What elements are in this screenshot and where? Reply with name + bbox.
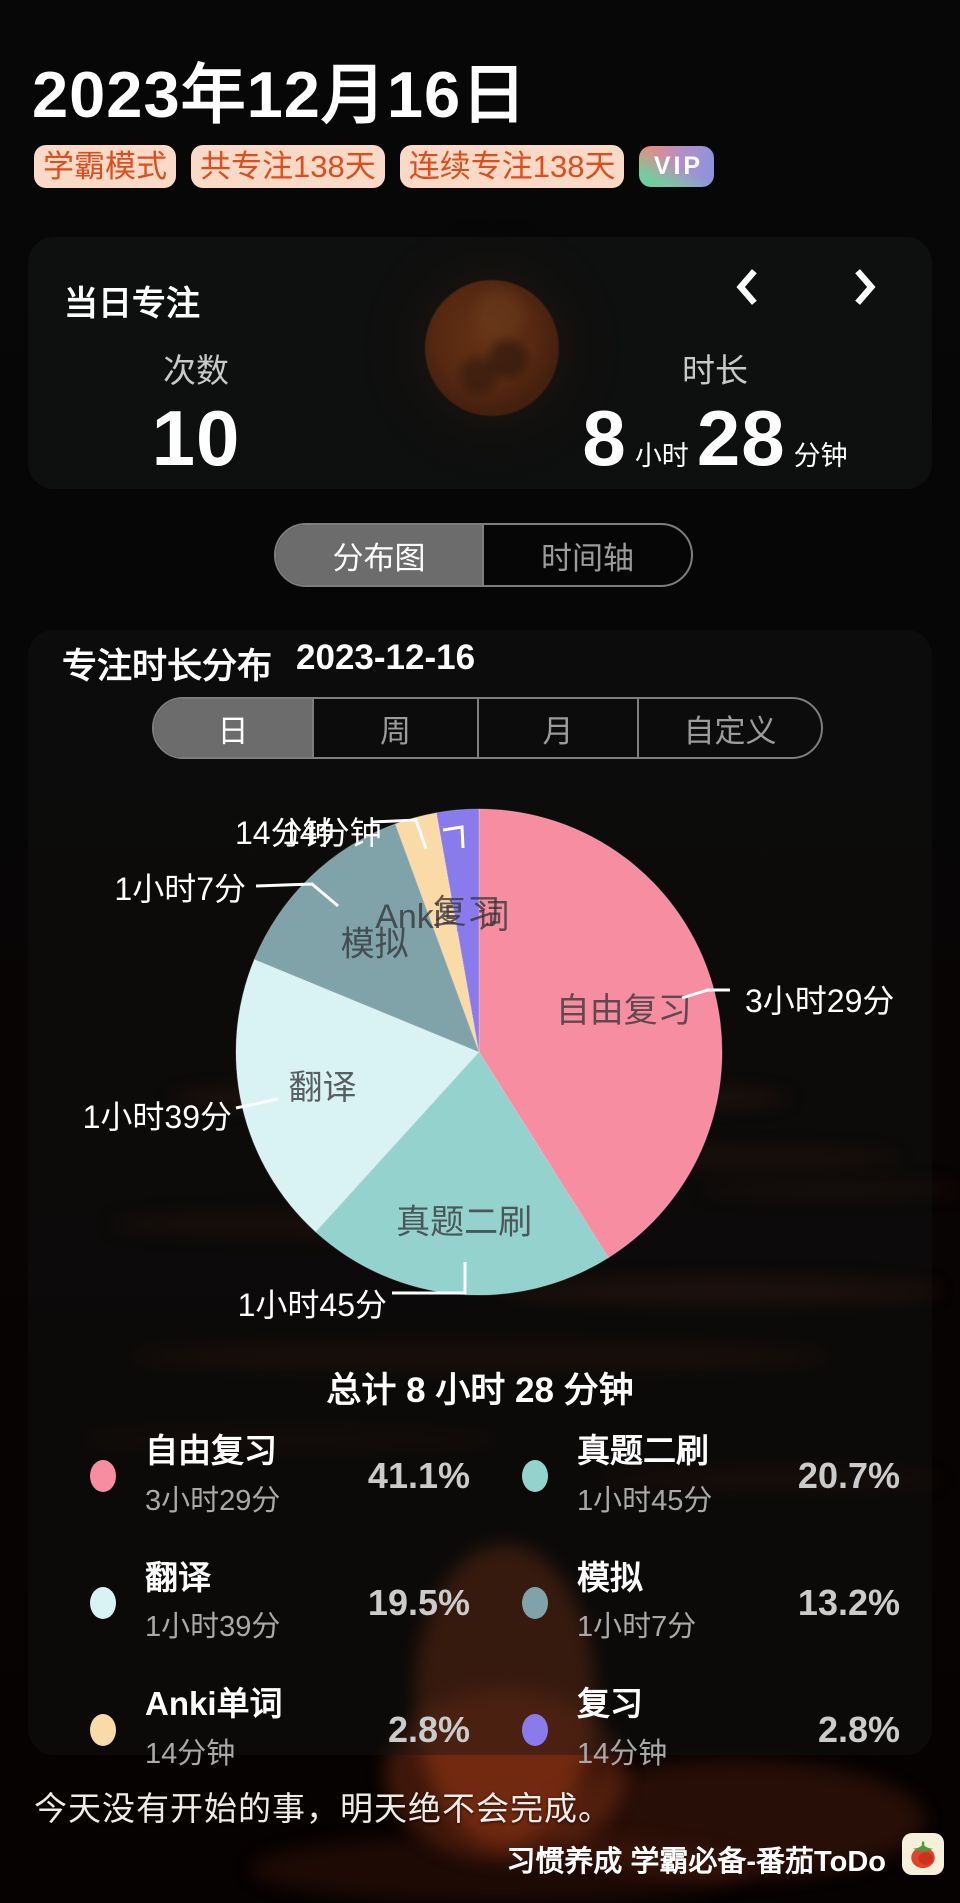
tomato-icon-graphic (911, 1841, 935, 1869)
water-reflection (80, 1428, 500, 1450)
duration-hours-unit: 小时 (634, 441, 689, 471)
legend-name: Anki单词 (145, 1685, 283, 1723)
legend-duration: 3小时29分 (145, 1484, 281, 1517)
legend-item: 模拟 1小时7分 13.2% (522, 1558, 900, 1646)
today-card-title: 当日专注 (64, 285, 200, 323)
focus-count-block: 次数 10 (96, 344, 296, 480)
motivational-quote: 今天没有开始的事，明天绝不会完成。 (34, 1789, 612, 1828)
legend-texts: 模拟 1小时7分 (577, 1558, 769, 1646)
water-reflection (250, 1835, 750, 1903)
toggle-timeline[interactable]: 时间轴 (541, 540, 634, 576)
distribution-title-text: 专注时长分布 (62, 647, 273, 686)
legend-texts: 自由复习 3小时29分 (145, 1432, 339, 1519)
legend-item: 翻译 1小时39分 19.5% (90, 1558, 470, 1646)
range-tabs: 日 周 月 自定义 (152, 697, 823, 759)
watermark-text: 习惯养成 学霸必备-番茄ToDo (506, 1846, 886, 1878)
water-reflection (415, 1545, 595, 1845)
pie-legend: 自由复习 3小时29分 41.1% 真题二刷 1小时45分 20.7% 翻译 1… (90, 1432, 900, 1772)
badge-study-mode: 学霸模式 (34, 145, 176, 188)
next-day-button[interactable] (842, 263, 888, 309)
legend-item: 自由复习 3小时29分 41.1% (90, 1432, 470, 1519)
legend-color-dot (90, 1713, 116, 1746)
page-title-date: 2023年12月16日 (32, 58, 528, 131)
pie-slice-1[interactable] (478, 808, 723, 1259)
toggle-distribution[interactable]: 分布图 (276, 525, 484, 585)
tab-custom[interactable]: 自定义 (683, 713, 777, 749)
today-focus-card: 当日专注 次数 10 时长 8 小时 28 分钟 (28, 237, 932, 489)
duration-hours: 8 (582, 394, 627, 482)
legend-color-dot (522, 1713, 548, 1746)
water-reflection (385, 1690, 625, 1860)
duration-minutes-unit: 分钟 (793, 441, 848, 471)
water-reflection (545, 1760, 925, 1880)
water-reflection (130, 1342, 830, 1372)
legend-color-dot (522, 1586, 548, 1619)
legend-color-dot (522, 1460, 548, 1493)
legend-name: 模拟 (577, 1558, 643, 1596)
duration-value: 8 小时 28 分钟 (565, 394, 865, 482)
legend-percent: 19.5% (367, 1581, 470, 1623)
badges-row: 学霸模式 共专注138天 连续专注138天 VIP (34, 145, 715, 188)
water-reflection (600, 1468, 940, 1490)
count-label: 次数 (163, 352, 229, 389)
distribution-title-date: 2023-12-16 (296, 638, 476, 677)
tab-day[interactable]: 日 (154, 699, 314, 757)
total-duration-label: 总计 8 小时 28 分钟 (326, 1371, 634, 1410)
count-value: 10 (151, 394, 241, 482)
water-reflection (700, 1180, 960, 1198)
legend-texts: Anki单词 14分钟 (145, 1687, 359, 1772)
prev-day-button[interactable] (724, 263, 770, 309)
legend-texts: 翻译 1小时39分 (145, 1558, 339, 1646)
legend-texts: 真题二刷 1小时45分 (577, 1432, 769, 1519)
tomato-app-icon (902, 1833, 944, 1875)
legend-percent: 13.2% (797, 1581, 900, 1623)
legend-percent: 41.1% (367, 1455, 470, 1497)
legend-duration: 1小时45分 (577, 1484, 713, 1517)
legend-color-dot (90, 1460, 116, 1493)
legend-name: 真题二刷 (577, 1432, 709, 1469)
legend-duration: 14分钟 (577, 1737, 668, 1770)
legend-percent: 2.8% (817, 1708, 900, 1750)
pie-slice-6[interactable] (435, 808, 480, 1053)
distribution-title: 专注时长分布 2023-12-16 (62, 638, 475, 689)
legend-duration: 14分钟 (145, 1737, 236, 1770)
legend-name: 复习 (577, 1685, 643, 1723)
tab-month[interactable]: 月 (479, 699, 639, 757)
legend-duration: 1小时7分 (577, 1611, 697, 1644)
water-reflection (500, 1278, 940, 1304)
legend-texts: 复习 14分钟 (577, 1687, 789, 1772)
legend-item: 复习 14分钟 2.8% (522, 1687, 900, 1772)
view-toggle: 分布图 时间轴 (274, 523, 693, 587)
chevron-right-icon (855, 269, 876, 305)
badge-vip[interactable]: VIP (639, 146, 715, 187)
legend-duration: 1小时39分 (145, 1611, 281, 1644)
tab-week[interactable]: 周 (314, 699, 479, 757)
focus-duration-block: 时长 8 小时 28 分钟 (565, 344, 865, 480)
legend-percent: 20.7% (797, 1455, 900, 1497)
legend-item: Anki单词 14分钟 2.8% (90, 1687, 470, 1772)
badge-streak-days: 连续专注138天 (399, 145, 625, 188)
legend-name: 自由复习 (145, 1432, 277, 1469)
duration-label: 时长 (682, 352, 748, 389)
duration-minutes: 28 (696, 394, 786, 482)
legend-item: 真题二刷 1小时45分 20.7% (522, 1432, 900, 1519)
legend-color-dot (90, 1586, 116, 1619)
chevron-left-icon (736, 269, 757, 305)
badge-total-days: 共专注138天 (191, 145, 385, 188)
legend-name: 翻译 (145, 1558, 211, 1596)
legend-percent: 2.8% (387, 1708, 470, 1750)
